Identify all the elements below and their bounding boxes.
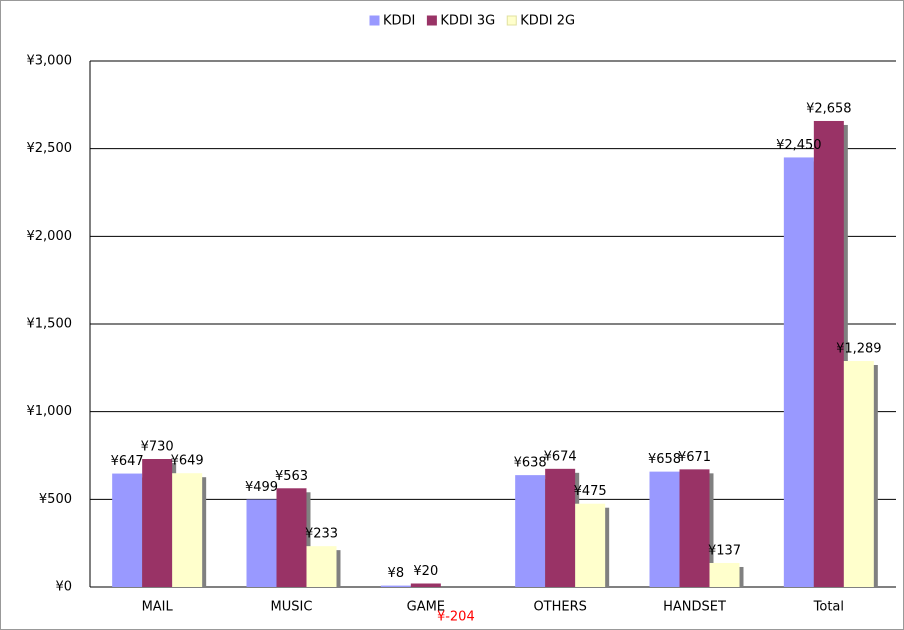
x-tick-label: MUSIC (271, 600, 313, 615)
data-label: ¥638 (514, 456, 547, 471)
bar (306, 546, 337, 587)
data-label: ¥730 (141, 440, 174, 455)
data-label: ¥8 (388, 566, 405, 581)
legend: KDDI KDDI 3G KDDI 2G (369, 14, 575, 29)
x-tick-label: Total (813, 600, 844, 615)
data-label: ¥649 (171, 454, 204, 469)
data-label: ¥137 (708, 543, 741, 558)
data-label: ¥674 (544, 449, 577, 464)
data-label: ¥658 (648, 452, 681, 467)
legend-label: KDDI 2G (520, 14, 575, 29)
x-tick-label: OTHERS (533, 600, 586, 615)
bar (515, 475, 546, 587)
bar (172, 473, 203, 587)
legend-swatch (369, 15, 380, 26)
bar (843, 360, 874, 587)
data-label: ¥647 (111, 454, 144, 469)
bar (813, 120, 844, 587)
data-label: ¥671 (678, 450, 711, 465)
bar (575, 503, 606, 587)
x-tick-label: MAIL (142, 600, 174, 615)
data-label: ¥20 (413, 564, 438, 579)
bar (649, 471, 680, 587)
data-label: ¥2,450 (776, 138, 822, 153)
bar (679, 469, 710, 587)
data-label: ¥563 (275, 469, 308, 484)
x-tick-label: HANDSET (663, 600, 726, 615)
data-label: ¥475 (574, 484, 607, 499)
y-tick-label: ¥1,500 (27, 317, 73, 332)
bar (783, 157, 814, 587)
y-tick-label: ¥2,500 (27, 141, 73, 156)
bar (246, 499, 277, 587)
data-label: ¥233 (305, 527, 338, 542)
y-tick-label: ¥0 (55, 580, 72, 595)
data-label: ¥-204 (437, 610, 475, 625)
legend-label: KDDI (383, 14, 415, 29)
bars (112, 120, 878, 587)
y-tick-label: ¥2,000 (27, 229, 73, 244)
x-tick-label: GAME (407, 600, 445, 615)
bar (410, 583, 441, 587)
legend-label: KDDI 3G (440, 14, 495, 29)
legend-swatch (506, 15, 517, 26)
y-tick-label: ¥500 (39, 492, 72, 507)
bar (276, 488, 307, 587)
bar (112, 473, 143, 587)
bar (380, 585, 411, 587)
legend-swatch (426, 15, 437, 26)
bar (142, 459, 173, 587)
y-tick-label: ¥3,000 (27, 54, 73, 69)
y-tick-label: ¥1,000 (27, 404, 73, 419)
data-label: ¥2,658 (806, 101, 852, 116)
bar (545, 468, 576, 587)
data-label: ¥499 (245, 480, 278, 495)
bar (709, 562, 740, 587)
data-label: ¥1,289 (836, 341, 882, 356)
